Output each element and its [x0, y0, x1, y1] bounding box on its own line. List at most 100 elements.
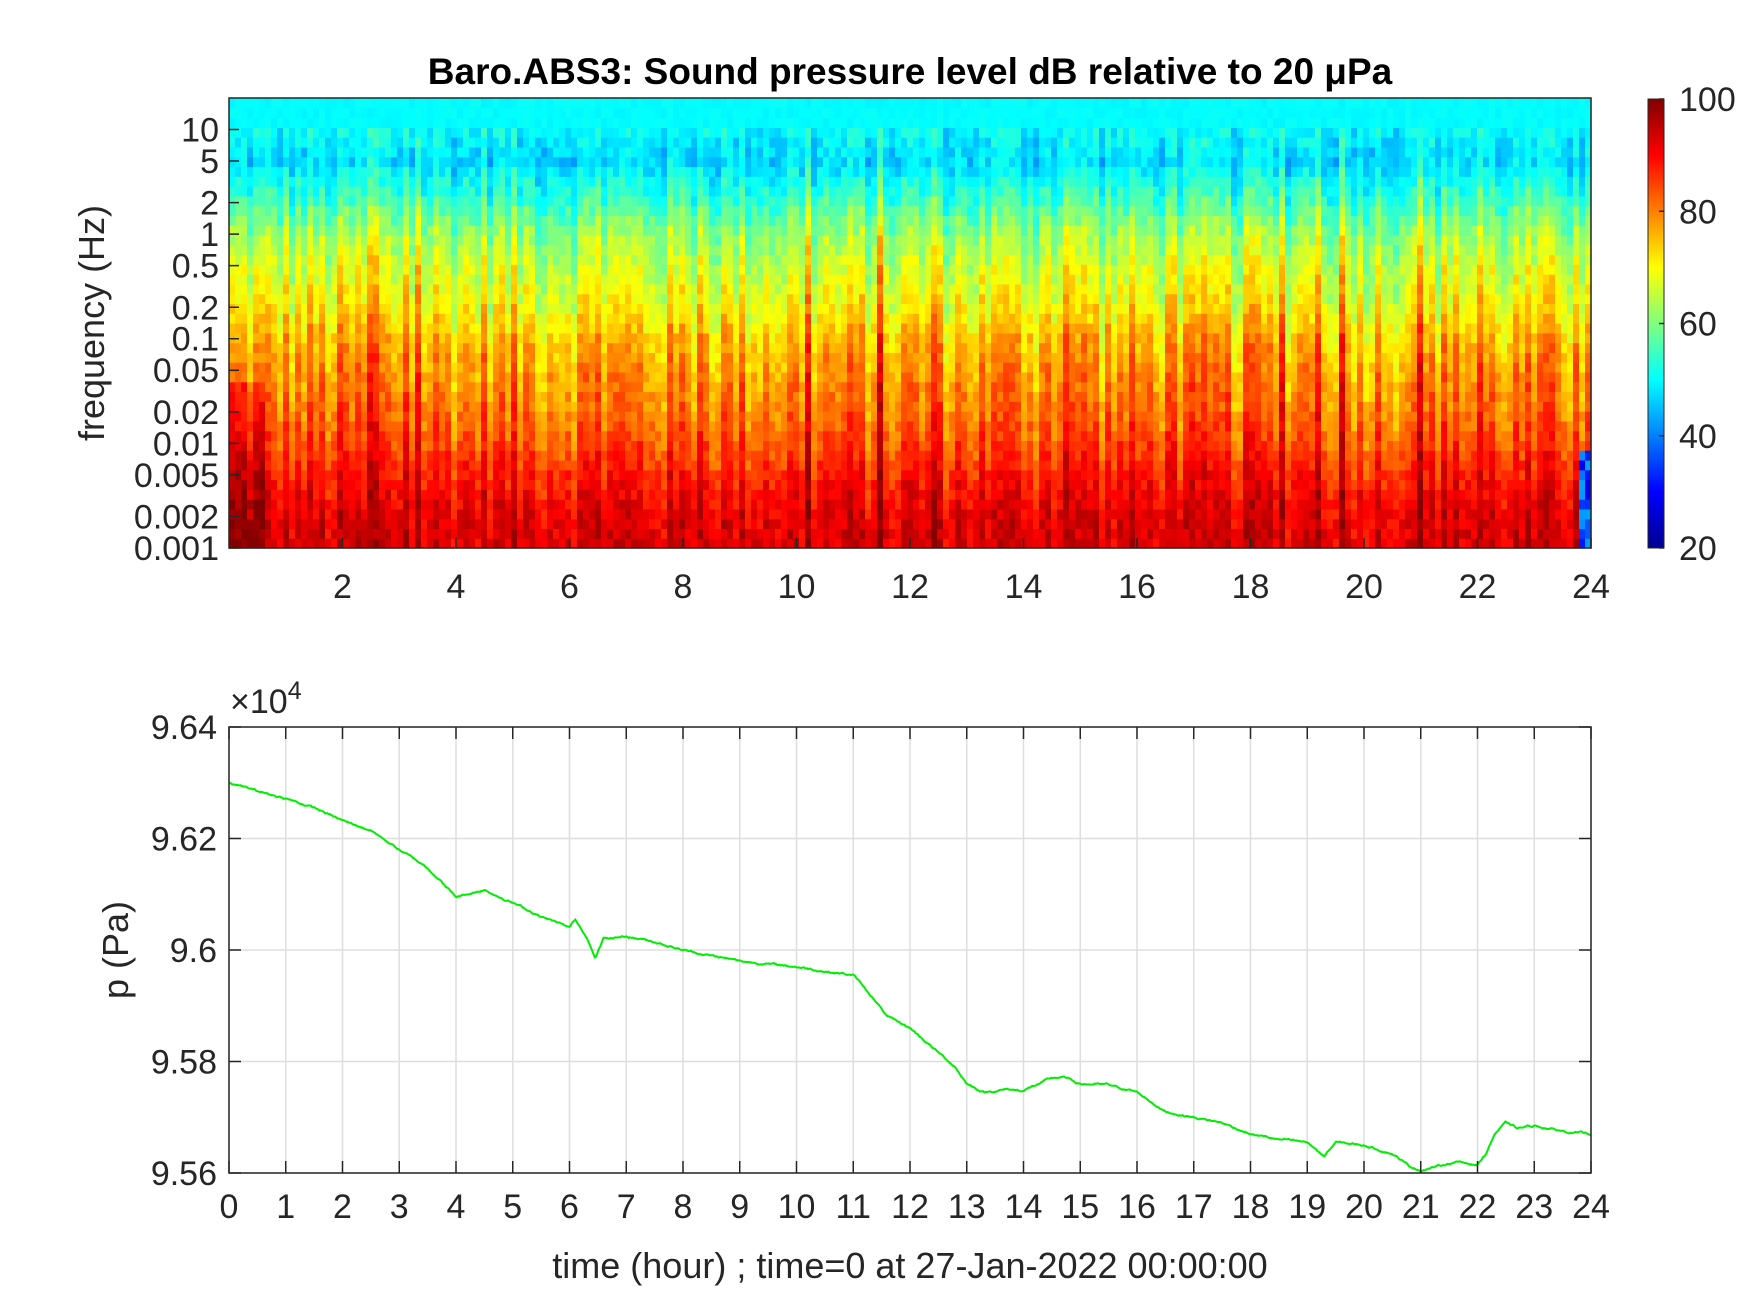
spectrogram-cell — [625, 156, 632, 168]
spectrogram-cell — [781, 499, 788, 510]
spectrogram-cell — [613, 166, 620, 177]
spectrogram-cell — [655, 489, 662, 500]
spectrogram-cell — [343, 313, 350, 324]
spectrogram-cell — [715, 459, 722, 471]
spectrogram-cell — [319, 381, 326, 393]
spectrogram-cell — [709, 303, 716, 314]
spectrogram-cell — [367, 303, 374, 314]
spectrogram-cell — [289, 127, 296, 138]
spectrogram-cell — [259, 205, 266, 216]
spectrogram-cell — [769, 166, 776, 177]
spectrogram-cell — [271, 166, 278, 177]
spectrogram-cell — [577, 381, 584, 393]
spectrogram-cell — [445, 107, 452, 119]
spectrogram-cell — [301, 459, 308, 471]
spectrogram-cell — [409, 303, 416, 314]
spectrogram-cell — [655, 146, 662, 158]
spectrogram-cell — [841, 411, 848, 422]
spectrogram-cell — [487, 420, 494, 432]
spectrogram-cell — [703, 440, 710, 451]
spectrogram-cell — [481, 332, 488, 344]
spectrogram-cell — [817, 137, 824, 148]
spectrogram-cell — [415, 381, 422, 393]
spectrogram-cell — [547, 411, 554, 422]
spectrogram-cell — [829, 283, 836, 295]
spectrogram-cell — [751, 528, 758, 539]
spectrogram-cell — [643, 518, 650, 530]
spectrogram-cell — [313, 137, 320, 148]
spectrogram-cell — [355, 469, 362, 481]
spectrogram-cell — [727, 411, 734, 422]
spectrogram-cell — [853, 450, 860, 461]
spectrogram-cell — [229, 107, 236, 119]
spectrogram-cell — [427, 313, 434, 324]
spectrogram-cell — [295, 186, 302, 197]
spectrogram-cell — [331, 450, 338, 461]
spectrogram-cell — [463, 293, 470, 305]
spectrogram-cell — [811, 254, 818, 265]
spectrogram-cell — [469, 499, 476, 510]
spectrogram-cell — [349, 137, 356, 148]
spectrogram-cell — [679, 293, 686, 305]
spectrogram-cell — [595, 195, 602, 207]
spectrogram-cell — [229, 127, 236, 138]
spectrogram-cell — [463, 127, 470, 138]
spectrogram-cell — [679, 342, 686, 353]
spectrogram-cell — [475, 479, 482, 490]
spectrogram-cell — [337, 489, 344, 500]
spectrogram-cell — [535, 313, 542, 324]
spectrogram-cell — [769, 430, 776, 441]
spectrogram-cell — [283, 401, 290, 412]
spectrogram-cell — [859, 244, 866, 256]
spectrogram-cell — [385, 489, 392, 500]
spectrogram-cell — [337, 146, 344, 158]
spectrogram-cell — [439, 342, 446, 353]
spectrogram-cell — [589, 137, 596, 148]
spectrogram-cell — [733, 225, 740, 236]
spectrogram-cell — [343, 430, 350, 441]
spectrogram-cell — [787, 166, 794, 177]
spectrogram-cell — [859, 332, 866, 344]
spectrogram-cell — [403, 332, 410, 344]
spectrogram-cell — [817, 303, 824, 314]
spectrogram-cell — [325, 264, 332, 275]
spectrogram-cell — [733, 215, 740, 226]
spectrogram-cell — [841, 528, 848, 539]
spectrogram-cell — [559, 293, 566, 305]
spectrogram-cell — [313, 225, 320, 236]
spectrogram-cell — [589, 411, 596, 422]
spectrogram-cell — [343, 195, 350, 207]
spectrogram-cell — [739, 107, 746, 119]
spectrogram-cell — [247, 401, 254, 412]
spectrogram-cell — [637, 117, 644, 128]
spectrogram-cell — [373, 166, 380, 177]
spectrogram-cell — [721, 264, 728, 275]
spectrogram-cell — [649, 450, 656, 461]
spectrogram-cell — [289, 518, 296, 530]
spectrogram-cell — [505, 381, 512, 393]
spectrogram-cell — [745, 518, 752, 530]
spectrogram-cell — [247, 332, 254, 344]
spectrogram-cell — [481, 362, 488, 373]
spectrogram-cell — [421, 332, 428, 344]
spectrogram-cell — [823, 176, 830, 187]
spectrogram-cell — [553, 156, 560, 168]
spectrogram-cell — [427, 528, 434, 539]
spectrogram-cell — [469, 215, 476, 226]
spectrogram-cell — [361, 411, 368, 422]
spectrogram-cell — [733, 98, 740, 109]
spectrogram-cell — [319, 186, 326, 197]
spectrogram-cell — [403, 391, 410, 402]
spectrogram-cell — [331, 156, 338, 168]
spectrogram-cell — [745, 489, 752, 500]
spectrogram-cell — [553, 293, 560, 305]
spectrogram-cell — [583, 195, 590, 207]
spectrogram-cell — [841, 303, 848, 314]
spectrogram-cell — [367, 156, 374, 168]
spectrogram-cell — [475, 234, 482, 246]
spectrogram-cell — [511, 508, 518, 520]
spectrogram-cell — [661, 283, 668, 295]
spectrogram-cell — [439, 508, 446, 520]
spectrogram-cell — [727, 225, 734, 236]
spectrogram-cell — [331, 352, 338, 363]
